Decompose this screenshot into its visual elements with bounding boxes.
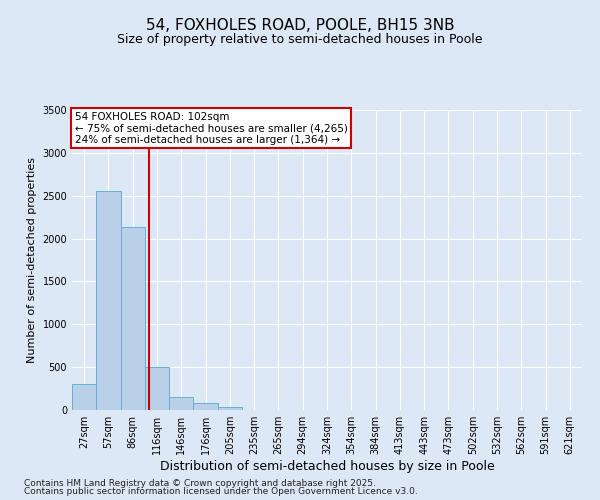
Text: 54, FOXHOLES ROAD, POOLE, BH15 3NB: 54, FOXHOLES ROAD, POOLE, BH15 3NB: [146, 18, 454, 32]
Bar: [193, 403, 218, 410]
Bar: [169, 397, 193, 410]
X-axis label: Distribution of semi-detached houses by size in Poole: Distribution of semi-detached houses by …: [160, 460, 494, 473]
Y-axis label: Number of semi-detached properties: Number of semi-detached properties: [27, 157, 37, 363]
Bar: [96, 192, 121, 410]
Text: Size of property relative to semi-detached houses in Poole: Size of property relative to semi-detach…: [117, 32, 483, 46]
Text: Contains public sector information licensed under the Open Government Licence v3: Contains public sector information licen…: [24, 488, 418, 496]
Text: Contains HM Land Registry data © Crown copyright and database right 2025.: Contains HM Land Registry data © Crown c…: [24, 478, 376, 488]
Bar: [121, 228, 145, 410]
Bar: [72, 384, 96, 410]
Bar: [218, 408, 242, 410]
Bar: [145, 367, 169, 410]
Text: 54 FOXHOLES ROAD: 102sqm
← 75% of semi-detached houses are smaller (4,265)
24% o: 54 FOXHOLES ROAD: 102sqm ← 75% of semi-d…: [74, 112, 347, 144]
